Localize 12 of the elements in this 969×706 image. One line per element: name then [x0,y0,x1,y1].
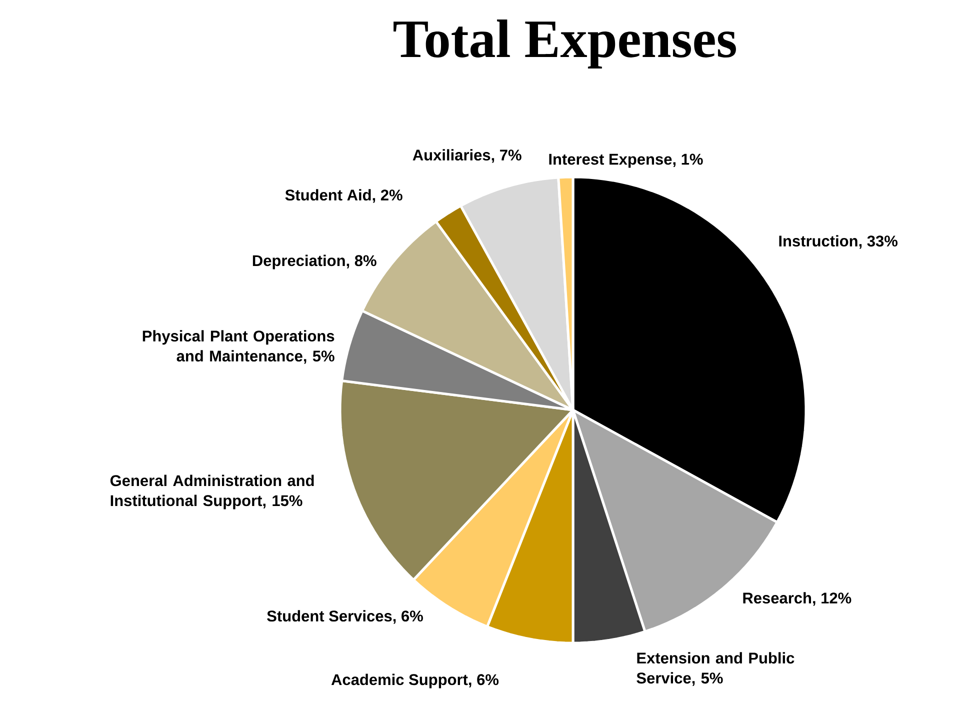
slice-label: General Administration and Institutional Support, 15% [110,474,314,510]
slice-label: Academic Support, 6% [331,674,499,688]
slice-label: Extension and Public Service, 5% [636,652,794,686]
slice-label: Physical Plant Operations and Maintenance, 5% [142,330,334,364]
chart-title: Total Expenses [394,20,736,68]
slice-label: Interest Expense, 1% [549,154,703,168]
slice-label: Depreciation, 8% [252,254,376,270]
slice-label: Instruction, 33% [779,235,898,249]
slice-label: Student Aid, 2% [285,189,402,203]
slice-label: Student Services, 6% [267,610,423,624]
slice-label: Auxiliaries, 7% [412,149,522,163]
slice-label: Research, 12% [743,592,852,606]
